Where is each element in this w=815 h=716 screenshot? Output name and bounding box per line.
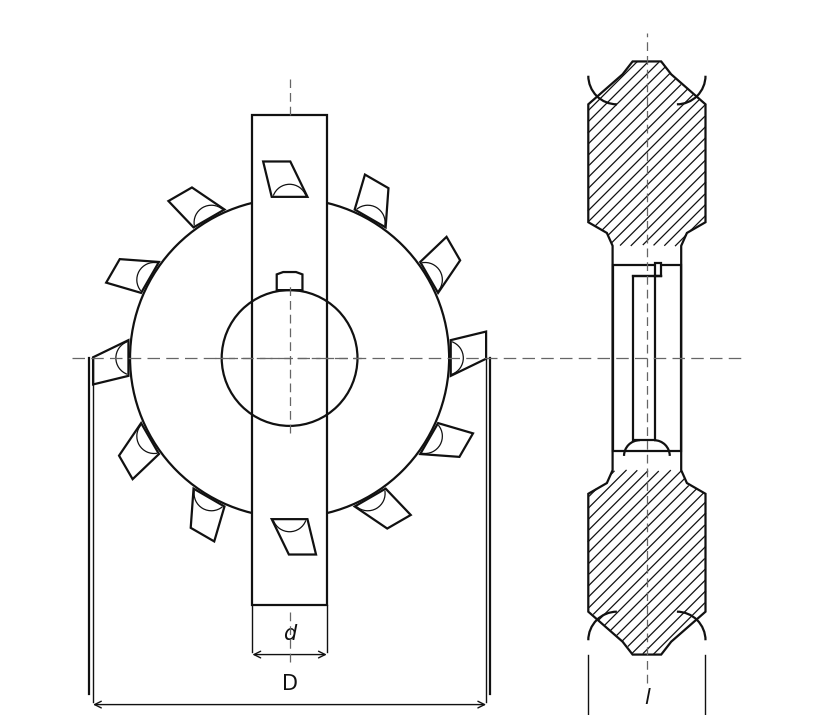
Polygon shape [613,265,681,451]
Text: D: D [282,674,297,694]
Polygon shape [588,62,706,654]
Polygon shape [253,115,327,604]
Polygon shape [277,272,302,290]
Polygon shape [632,263,661,440]
Text: d: d [283,624,296,644]
Text: l: l [644,688,650,708]
